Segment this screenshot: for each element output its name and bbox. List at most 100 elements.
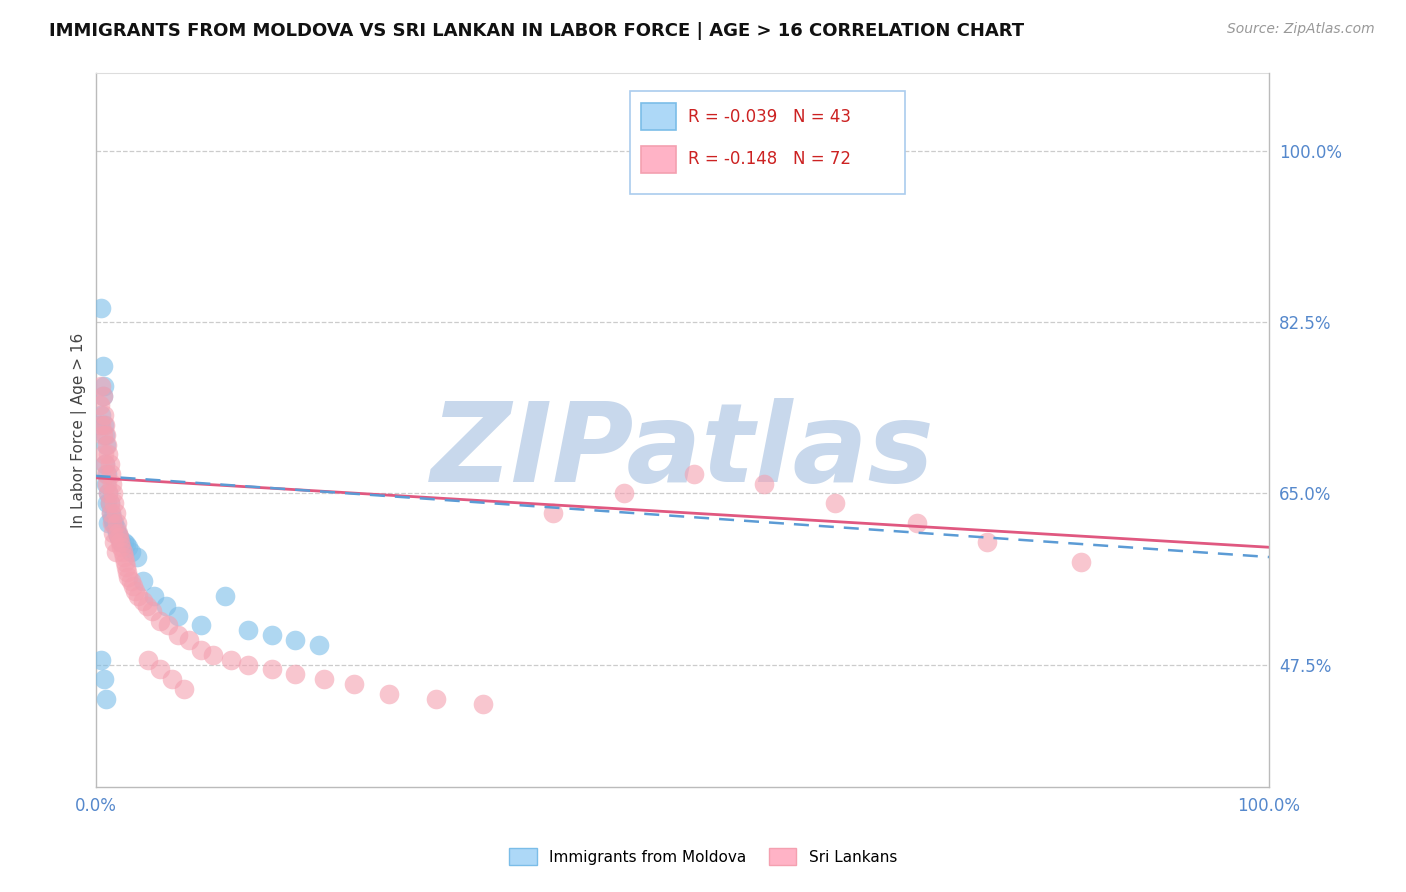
Point [93,447,115,461]
Point [104,506,127,520]
Point [107,525,129,540]
Point [90,379,112,393]
Text: ZIPatlas: ZIPatlas [430,398,934,505]
Point [149,614,172,628]
Point [100,506,122,520]
Point [91,427,114,442]
Point [214,589,236,603]
Text: R = -0.148   N = 72: R = -0.148 N = 72 [688,151,851,169]
Point [124,584,146,599]
Point [89,417,111,432]
Point [824,496,846,510]
Point [91,389,114,403]
Point [754,476,776,491]
Point [127,589,149,603]
Point [219,653,242,667]
Point [108,531,131,545]
Point [94,427,117,442]
Point [101,476,124,491]
Point [103,516,125,530]
Point [97,486,120,500]
Point [308,638,330,652]
Point [115,537,138,551]
Point [425,691,447,706]
Point [91,359,114,374]
Point [101,511,124,525]
Point [236,624,259,638]
Point [103,496,125,510]
Point [90,653,112,667]
Point [107,527,129,541]
Point [179,633,201,648]
Y-axis label: In Labor Force | Age > 16: In Labor Force | Age > 16 [72,333,87,527]
Point [97,486,120,500]
Point [90,409,112,423]
Point [378,687,401,701]
Point [155,599,177,613]
Point [157,618,180,632]
Point [136,599,159,613]
Point [120,574,142,589]
Text: Source: ZipAtlas.com: Source: ZipAtlas.com [1227,22,1375,37]
Point [93,379,115,393]
Point [149,663,172,677]
Point [117,569,139,583]
Point [284,667,307,681]
Point [166,608,188,623]
Point [101,486,124,500]
Point [96,467,118,481]
Point [110,535,132,549]
Point [201,648,224,662]
Point [94,476,117,491]
Point [1070,555,1092,569]
Point [260,628,283,642]
Point [471,697,494,711]
Point [97,447,120,461]
Point [112,549,135,564]
Point [89,399,111,413]
Point [90,301,112,315]
Point [141,604,163,618]
Point [120,545,142,559]
Point [131,574,153,589]
Point [112,535,135,549]
Point [284,633,307,648]
Point [97,516,120,530]
Point [96,437,118,451]
Point [613,486,636,500]
Point [131,594,153,608]
Point [94,691,117,706]
Point [125,549,148,564]
Point [93,673,115,687]
Point [100,467,122,481]
Point [90,417,112,432]
Point [541,506,564,520]
Point [101,516,124,530]
Point [117,565,139,579]
Point [314,673,336,687]
Point [94,457,117,471]
Point [98,496,121,510]
Point [94,437,117,451]
Point [114,555,136,569]
Point [236,657,259,672]
Bar [641,103,676,130]
Point [105,516,128,530]
Point [91,389,114,403]
Point [104,545,127,559]
Point [108,531,131,545]
Bar [641,145,676,173]
Point [103,535,125,549]
Point [122,579,145,593]
Point [93,417,115,432]
FancyBboxPatch shape [630,91,905,194]
Text: IMMIGRANTS FROM MOLDOVA VS SRI LANKAN IN LABOR FORCE | AGE > 16 CORRELATION CHAR: IMMIGRANTS FROM MOLDOVA VS SRI LANKAN IN… [49,22,1025,40]
Point [94,417,117,432]
Point [160,673,183,687]
Point [143,589,166,603]
Point [110,535,132,549]
Point [166,628,188,642]
Point [105,525,128,540]
Point [96,476,118,491]
Point [94,457,117,471]
